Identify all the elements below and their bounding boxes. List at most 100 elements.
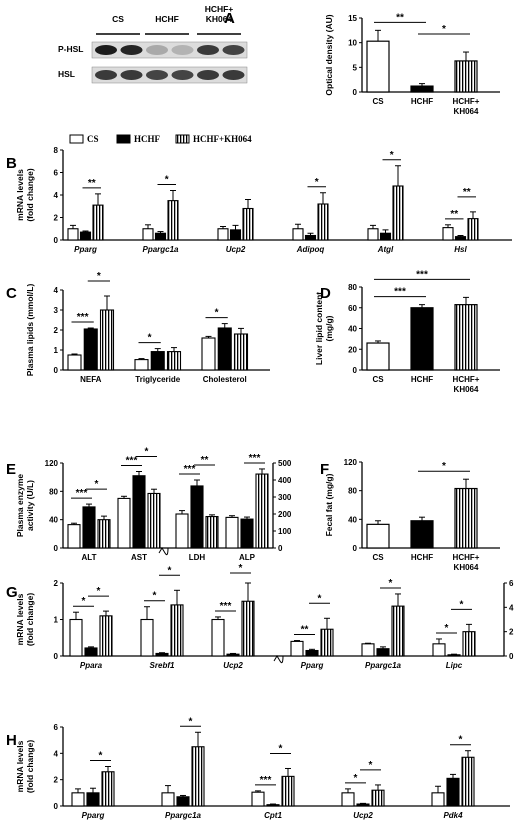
bar-cs xyxy=(71,792,85,807)
blot-band xyxy=(95,70,117,80)
bar-cs xyxy=(142,228,154,241)
bar-hchf xyxy=(217,327,232,371)
y-tick-right-label: 300 xyxy=(278,493,292,502)
panel-label: A xyxy=(224,10,235,27)
category-label: Ppargc1a xyxy=(365,661,402,670)
blot-group-label: HCHF+ xyxy=(205,4,234,14)
y-axis-label: activity (U/L) xyxy=(25,480,35,531)
blot-row-label: P-HSL xyxy=(58,44,84,54)
bar-hchf-kh064 xyxy=(170,604,184,657)
significance-label: * xyxy=(459,735,463,746)
bar-hchf xyxy=(190,485,204,549)
y-tick-label: 40 xyxy=(348,325,357,334)
category-label: Ucp2 xyxy=(353,811,373,820)
significance-label: * xyxy=(97,586,101,597)
significance-label: * xyxy=(168,565,172,576)
y-tick-label: 0 xyxy=(54,802,59,811)
category-label: Ucp2 xyxy=(223,661,243,670)
category-label: Cholesterol xyxy=(203,375,247,384)
y-tick-label: 120 xyxy=(344,458,358,467)
bar-hchf xyxy=(83,328,98,371)
significance-label: * xyxy=(82,596,86,607)
significance-label: * xyxy=(460,599,464,610)
y-tick-label: 2 xyxy=(54,776,59,785)
bar-hchf xyxy=(229,229,242,241)
bar-hchf xyxy=(454,236,467,241)
bar-cs xyxy=(367,228,379,241)
y-axis-label: (fold change) xyxy=(25,168,35,222)
bar-hchf-kh064 xyxy=(454,304,478,371)
bar-hchf xyxy=(410,307,434,371)
blot-group-label: CS xyxy=(112,14,124,24)
category-label: Cpt1 xyxy=(264,811,282,820)
bar-hchf xyxy=(226,653,240,657)
bar-cs xyxy=(442,227,454,241)
category-label: CS xyxy=(372,375,384,384)
y-tick-label: 60 xyxy=(348,304,357,313)
bar-hchf-kh064 xyxy=(92,204,104,241)
bar-hchf-kh064 xyxy=(317,203,329,241)
y-tick-label: 0 xyxy=(54,544,59,553)
category-label: Ppara xyxy=(80,661,103,670)
significance-label: *** xyxy=(416,269,428,280)
bar-hchf xyxy=(86,792,100,807)
category-label: LDH xyxy=(189,553,206,562)
y-axis-label: (mg/g) xyxy=(324,315,334,341)
bar-hchf-kh064 xyxy=(462,631,476,657)
bar-hchf xyxy=(266,804,280,807)
bar-hchf xyxy=(176,796,190,807)
bar-hchf xyxy=(379,232,392,241)
significance-label: * xyxy=(318,593,322,604)
significance-label: * xyxy=(153,591,157,602)
y-tick-label: 2 xyxy=(54,579,59,588)
y-tick-label: 2 xyxy=(54,214,59,223)
significance-label: * xyxy=(239,563,243,574)
category-label: Atgl xyxy=(377,245,394,254)
category-label: Ppargc1a xyxy=(165,811,202,820)
y-axis-label: Plasma lipids (mmol/L) xyxy=(25,284,35,377)
blot-band xyxy=(120,45,143,55)
y-tick-label: 40 xyxy=(49,516,58,525)
significance-label: * xyxy=(165,175,169,186)
blot-band xyxy=(146,45,168,55)
y-tick-label: 10 xyxy=(348,39,357,48)
bar-cs xyxy=(201,337,216,371)
panel-label: F xyxy=(320,461,329,478)
bar-cs xyxy=(217,228,229,241)
bar-hchf-kh064 xyxy=(255,473,269,549)
bar-cs xyxy=(211,618,225,657)
bar-hchf-kh064 xyxy=(371,789,385,807)
category-label: ALP xyxy=(239,553,256,562)
bar-cs xyxy=(366,40,390,93)
y-tick-right-label: 0 xyxy=(509,652,514,661)
blot-band xyxy=(197,70,219,80)
bar-cs xyxy=(366,342,390,371)
bar-hchf-kh064 xyxy=(166,351,182,371)
y-tick-label: 0 xyxy=(353,88,358,97)
panel-label: C xyxy=(6,285,17,302)
bar-hchf xyxy=(154,232,167,241)
y-axis-label: mRNA levels xyxy=(15,740,25,792)
panel-label: E xyxy=(6,461,16,478)
bar-hchf xyxy=(410,520,434,549)
y-tick-label: 20 xyxy=(348,345,357,354)
bar-hchf xyxy=(155,652,169,657)
category-label: Srebf1 xyxy=(150,661,175,670)
category-label: HCHF xyxy=(411,553,433,562)
y-axis-label: mRNA levels xyxy=(15,169,25,221)
bar-hchf-kh064 xyxy=(242,207,254,241)
blot-group-label: KH064 xyxy=(206,14,233,24)
bar-hchf-kh064 xyxy=(391,605,405,657)
significance-label: ** xyxy=(463,187,471,198)
bar-hchf-kh064 xyxy=(241,600,255,657)
category-label: Ppargc1a xyxy=(142,245,179,254)
significance-label: *** xyxy=(249,453,261,464)
y-tick-label: 40 xyxy=(348,515,357,524)
significance-label: * xyxy=(442,461,446,472)
significance-label: * xyxy=(97,271,101,282)
y-tick-label: 4 xyxy=(54,749,59,758)
significance-label: *** xyxy=(260,775,272,786)
panel-label: H xyxy=(6,732,17,749)
bar-cs xyxy=(366,523,390,549)
y-tick-right-label: 200 xyxy=(278,510,292,519)
